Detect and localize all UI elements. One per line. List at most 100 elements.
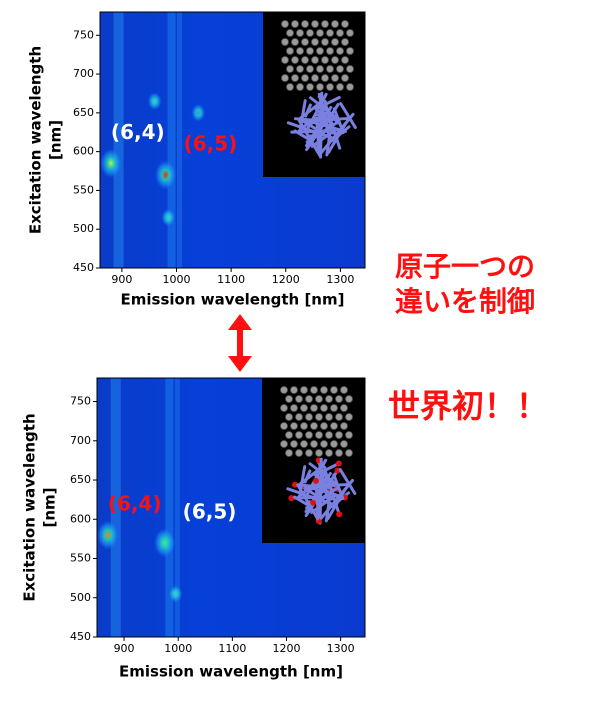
atom — [285, 431, 293, 439]
x-tick-label: 1100 — [218, 642, 246, 655]
atom — [295, 395, 303, 403]
bond — [305, 458, 328, 497]
atom — [336, 47, 344, 55]
atom — [315, 431, 323, 439]
atom — [331, 74, 339, 82]
atom — [345, 395, 353, 403]
atom — [286, 47, 294, 55]
atom — [315, 449, 323, 457]
atom — [346, 65, 354, 73]
atom — [315, 395, 323, 403]
peak-label: (6,4) — [108, 491, 162, 515]
atom — [320, 404, 328, 412]
atom — [321, 38, 329, 46]
peak-label: (6,4) — [111, 120, 165, 144]
atom — [326, 47, 334, 55]
atom — [290, 386, 298, 394]
streak — [113, 12, 124, 268]
streak — [165, 378, 174, 637]
atom — [280, 422, 288, 430]
atom — [335, 431, 343, 439]
x-tick-label: 1200 — [272, 273, 300, 286]
atom — [320, 440, 328, 448]
x-tick-label: 1000 — [164, 642, 192, 655]
atom — [325, 395, 333, 403]
bond — [314, 96, 341, 111]
atom — [316, 29, 324, 37]
atom — [326, 65, 334, 73]
atom — [316, 83, 324, 91]
bond — [338, 468, 357, 495]
bond — [293, 129, 311, 141]
atom — [305, 431, 313, 439]
y-tick-label: 600 — [70, 512, 91, 525]
y-tick-label: 450 — [73, 261, 94, 274]
y-tick-label: 550 — [70, 552, 91, 565]
bond — [314, 113, 326, 119]
peak — [191, 103, 206, 122]
bond — [312, 129, 328, 139]
atom — [335, 395, 343, 403]
atom — [340, 386, 348, 394]
bond — [334, 494, 343, 500]
atom — [290, 404, 298, 412]
atom — [305, 413, 313, 421]
y-tick-label: 700 — [73, 67, 94, 80]
atom — [316, 47, 324, 55]
atom — [326, 83, 334, 91]
atom — [290, 422, 298, 430]
atom — [296, 47, 304, 55]
atom — [280, 386, 288, 394]
atom — [291, 56, 299, 64]
peak — [96, 519, 119, 550]
atom — [320, 386, 328, 394]
atom — [321, 20, 329, 28]
atom — [280, 440, 288, 448]
atom — [295, 449, 303, 457]
atom — [285, 395, 293, 403]
bond — [293, 483, 331, 489]
atom — [325, 431, 333, 439]
bond — [326, 103, 340, 121]
x-axis-label: Emission wavelength [nm] — [121, 291, 345, 309]
peak-label: (6,5) — [183, 499, 237, 523]
atom — [310, 422, 318, 430]
atom — [346, 83, 354, 91]
x-tick-label: 1300 — [327, 642, 355, 655]
atom — [315, 413, 323, 421]
y-tick-label: 500 — [70, 591, 91, 604]
bond — [296, 483, 320, 521]
atom — [321, 56, 329, 64]
atom — [330, 386, 338, 394]
atom — [336, 65, 344, 73]
y-tick-label: 500 — [73, 222, 94, 235]
atom — [345, 449, 353, 457]
atom — [291, 38, 299, 46]
atom — [286, 29, 294, 37]
x-tick-label: 1000 — [162, 273, 190, 286]
peak — [168, 584, 183, 603]
atom — [310, 404, 318, 412]
y-tick-label: 750 — [73, 28, 94, 41]
atom — [340, 422, 348, 430]
atom — [281, 74, 289, 82]
atom — [306, 29, 314, 37]
atom — [310, 499, 317, 506]
atom — [346, 29, 354, 37]
atom — [291, 20, 299, 28]
atom — [336, 29, 344, 37]
atom — [316, 65, 324, 73]
bond — [303, 469, 312, 484]
atom — [300, 440, 308, 448]
y-tick-label: 650 — [73, 106, 94, 119]
bond — [305, 92, 328, 131]
bond — [304, 103, 312, 118]
bond — [313, 462, 341, 477]
atom — [306, 83, 314, 91]
y-axis-unit: [nm] — [47, 120, 65, 160]
x-tick-label: 1300 — [326, 273, 354, 286]
plot-frame — [99, 11, 366, 269]
atom — [281, 20, 289, 28]
atom — [331, 56, 339, 64]
atom — [311, 38, 319, 46]
